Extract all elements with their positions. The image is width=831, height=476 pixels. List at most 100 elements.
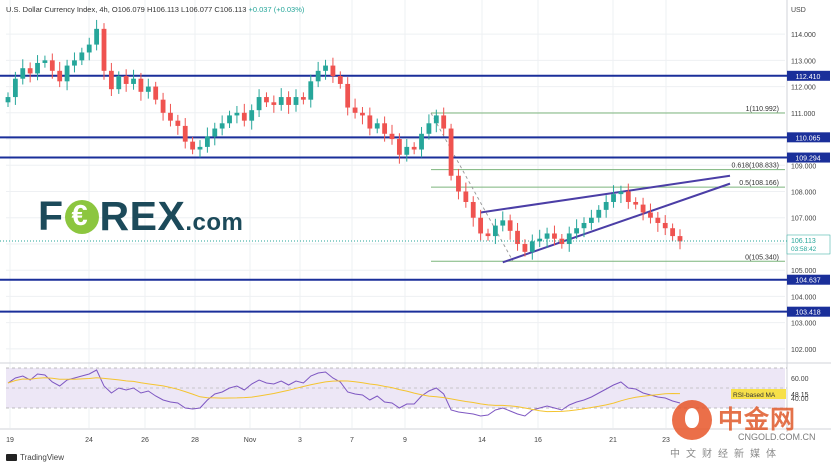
candle-body <box>367 115 373 129</box>
y-tick-label: 108.000 <box>791 189 816 196</box>
candle-body <box>529 241 535 252</box>
candle-body <box>537 238 543 242</box>
candle-body <box>507 220 513 231</box>
candle-body <box>293 97 299 105</box>
forex-logo-brand: FREX <box>38 193 185 239</box>
level-price-label: 104.637 <box>795 278 820 285</box>
candle-body <box>485 233 491 237</box>
fib-level-label: 0(105.340) <box>745 254 779 261</box>
candle-body <box>426 123 432 134</box>
candle-body <box>42 60 48 63</box>
candle-body <box>204 136 210 147</box>
level-price-label: 109.294 <box>795 156 820 163</box>
level-price-label: 103.418 <box>795 310 820 317</box>
y-tick-label: 112.000 <box>791 85 816 92</box>
candle-body <box>5 97 11 103</box>
candle-body <box>72 60 77 66</box>
currency-label: USD <box>791 7 806 14</box>
candle-body <box>286 97 292 105</box>
high-value: H106.113 <box>146 5 179 14</box>
candle-body <box>611 194 616 202</box>
candle-body <box>478 217 484 234</box>
y-tick-label: 109.000 <box>791 163 816 170</box>
candle-body <box>360 112 365 116</box>
x-tick-label: 28 <box>191 437 199 444</box>
candle-body <box>27 68 33 74</box>
y-tick-label: 113.000 <box>791 58 816 65</box>
x-tick-label: 24 <box>85 437 93 444</box>
candle-body <box>404 146 410 155</box>
candle-body <box>86 44 92 53</box>
candle-body <box>411 146 417 150</box>
candle-body <box>640 204 646 213</box>
tradingview-logo[interactable]: TradingView <box>6 453 64 462</box>
candle-body <box>655 217 661 223</box>
x-tick-label: 23 <box>662 437 670 444</box>
candle-body <box>633 201 639 205</box>
candle-body <box>500 220 506 226</box>
last-price-label: 106.113 <box>791 238 816 245</box>
y-tick-label: 103.000 <box>791 321 816 328</box>
candle-body <box>79 52 85 61</box>
channel-lower-line <box>502 182 731 264</box>
level-price-label: 110.065 <box>796 135 821 142</box>
candle-body <box>219 123 225 129</box>
x-tick-label: 9 <box>403 437 407 444</box>
candle-body <box>160 99 166 113</box>
rsi-line <box>7 369 681 417</box>
candle-body <box>441 115 447 129</box>
candle-body <box>94 28 100 45</box>
candle-body <box>603 201 609 210</box>
x-tick-label: 7 <box>350 437 354 444</box>
rsi-tick-label: 40.00 <box>791 396 809 403</box>
candle-body <box>374 123 380 129</box>
candle-body <box>618 191 624 195</box>
countdown-label: 03:58:42 <box>791 246 817 253</box>
candle-body <box>64 65 70 82</box>
candle-body <box>456 175 461 192</box>
candle-body <box>522 243 528 252</box>
candle-body <box>182 125 188 142</box>
level-price-tag <box>787 132 830 143</box>
open-value: O106.079 <box>111 5 145 14</box>
candle-body <box>175 120 181 126</box>
x-tick-label: 19 <box>6 437 14 444</box>
cngold-brand: 中金网 <box>718 405 797 434</box>
candle-body <box>677 236 683 242</box>
tradingview-label: TradingView <box>20 453 65 462</box>
last-price-tag <box>786 234 831 255</box>
candle-body <box>345 83 351 108</box>
candle-body <box>330 65 336 77</box>
candle-body <box>552 233 557 239</box>
candle-body <box>256 97 262 111</box>
candle-body <box>138 78 144 92</box>
level-price-label: 112.410 <box>796 74 821 81</box>
candle-body <box>463 191 469 202</box>
candle-body <box>234 112 240 116</box>
candle-body <box>227 115 232 124</box>
candle-body <box>168 112 173 121</box>
candle-body <box>662 222 668 229</box>
x-tick-label: Nov <box>244 437 257 444</box>
rsi-ma-value: 48.15 <box>791 392 809 399</box>
euro-coin-icon <box>64 200 99 234</box>
x-tick-label: 14 <box>478 437 486 444</box>
candle-body <box>448 128 454 176</box>
candle-body <box>670 228 676 237</box>
candle-body <box>101 28 107 71</box>
rsi-ma-label: RSI-based MA <box>733 392 776 399</box>
x-tick-label: 26 <box>141 437 149 444</box>
rsi-ma-line <box>7 377 681 413</box>
forex-logo-suffix: .com <box>185 209 244 236</box>
y-tick-label: 107.000 <box>791 216 816 223</box>
symbol-label: U.S. Dollar Currency Index, 4h, <box>6 5 110 14</box>
y-tick-label: 114.000 <box>791 32 816 39</box>
channel-upper-line <box>480 174 731 214</box>
y-tick-label: 104.000 <box>791 294 816 301</box>
candle-body <box>588 217 594 223</box>
candle-body <box>271 102 277 105</box>
candle-body <box>596 209 602 218</box>
candle-body <box>249 110 255 121</box>
